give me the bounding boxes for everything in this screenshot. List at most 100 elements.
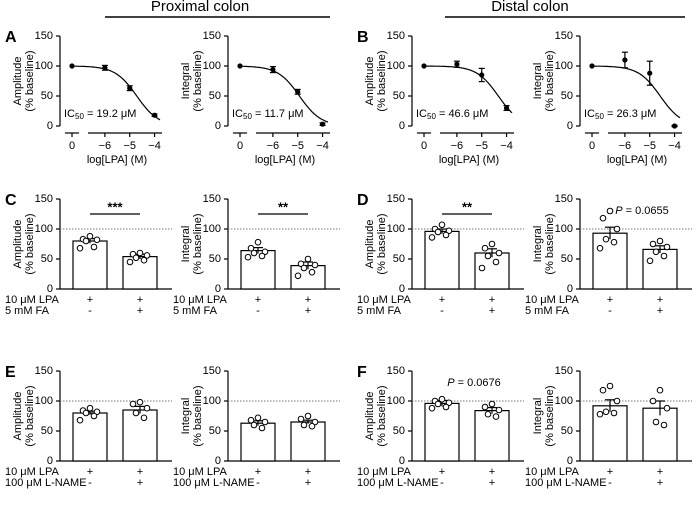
data-point [126, 258, 134, 266]
ic50-label: IC50 = 19.2 μM [64, 108, 136, 121]
data-point [319, 121, 326, 127]
data-point [484, 410, 492, 418]
data-point [602, 235, 610, 243]
condition-label: 100 μM L-NAME [5, 477, 87, 489]
data-point [300, 264, 308, 272]
condition-label: 10 μM LPA [173, 294, 227, 306]
y-tick-label: 0 [215, 120, 221, 132]
condition-label: 10 μM LPA [525, 294, 579, 306]
condition-sign: + [255, 466, 261, 478]
data-point [492, 258, 500, 266]
y-axis-label: Integral [532, 226, 544, 263]
p-symbol: P [447, 377, 455, 389]
y-tick-label: 150 [555, 30, 573, 42]
condition-sign: + [657, 466, 663, 478]
bar [290, 421, 326, 462]
bar [642, 407, 678, 462]
data-point [660, 252, 668, 260]
data-point [76, 244, 84, 252]
panel-letter: D [357, 192, 369, 209]
ic50-symbol: IC [232, 108, 243, 120]
condition-label: 10 μM LPA [5, 294, 59, 306]
data-point [596, 244, 604, 252]
data-point [140, 256, 148, 264]
y-tick-label: 50 [41, 425, 53, 437]
bar [474, 410, 510, 462]
condition-sign: + [607, 294, 613, 306]
y-tick-label: 150 [387, 365, 405, 377]
ic50-subscript: 50 [595, 112, 604, 121]
data-point [613, 397, 621, 405]
condition-label: 10 μM LPA [357, 294, 411, 306]
condition-label: 100 μM L-NAME [357, 477, 439, 489]
y-axis-label: Amplitude [12, 57, 24, 106]
y-tick-label: 0 [399, 120, 405, 132]
x-tick-label: −4 [148, 140, 161, 152]
y-tick-label: 100 [35, 223, 53, 235]
data-point [428, 234, 436, 241]
bar [642, 248, 678, 290]
condition-sign: - [88, 305, 92, 317]
x-tick-label: 0 [237, 140, 243, 152]
ic50-value: = 26.3 μM [604, 108, 657, 120]
data-point [438, 395, 446, 403]
data-point [610, 238, 618, 246]
y-axis-label: (% baseline) [192, 213, 204, 274]
condition-label: 5 mM FA [173, 305, 218, 317]
ic50-symbol: IC [416, 108, 427, 120]
data-point [649, 397, 657, 405]
ic50-value: = 11.7 μM [252, 108, 304, 120]
x-tick-label: −4 [316, 140, 329, 152]
condition-sign: + [255, 294, 261, 306]
header: Distal colon [491, 0, 569, 15]
condition-sign: + [137, 477, 143, 489]
y-tick-label: 100 [203, 395, 221, 407]
data-point [495, 406, 503, 414]
y-tick-label: 100 [555, 223, 573, 235]
y-axis-label: Integral [532, 398, 544, 435]
y-axis-label: (% baseline) [24, 213, 36, 274]
y-tick-label: 150 [203, 30, 221, 42]
data-point [308, 422, 316, 430]
data-point [308, 268, 316, 276]
y-tick-label: 50 [41, 90, 53, 102]
data-point [602, 408, 610, 416]
data-point [132, 409, 140, 417]
data-point [421, 63, 427, 69]
data-point [93, 236, 101, 244]
condition-sign: + [305, 294, 311, 306]
data-point [90, 243, 98, 251]
condition-sign: + [657, 294, 663, 306]
y-tick-label: 0 [567, 455, 573, 467]
panel-letter: C [5, 192, 17, 209]
y-axis-label: Integral [180, 398, 192, 435]
data-point [646, 257, 654, 265]
ic50-label: IC50 = 46.6 μM [416, 108, 488, 121]
condition-sign: + [607, 466, 613, 478]
x-axis-label: log[LPA] (M) [255, 154, 315, 166]
condition-sign: - [440, 477, 444, 489]
y-tick-label: 0 [399, 455, 405, 467]
x-tick-label: −4 [500, 140, 513, 152]
y-axis-label: (% baseline) [192, 385, 204, 446]
y-tick-label: 50 [393, 253, 405, 265]
data-point [481, 403, 489, 411]
ic50-subscript: 50 [243, 112, 252, 121]
condition-sign: + [305, 466, 311, 478]
data-point [76, 416, 84, 424]
data-point [140, 414, 148, 422]
data-point [478, 264, 486, 272]
condition-sign: - [608, 477, 612, 489]
condition-sign: + [489, 477, 495, 489]
data-point [237, 63, 243, 69]
y-tick-label: 150 [387, 30, 405, 42]
x-tick-label: −5 [123, 140, 136, 152]
data-point [596, 410, 604, 418]
condition-sign: + [657, 477, 663, 489]
y-axis-label: (% baseline) [544, 385, 556, 446]
y-tick-label: 100 [555, 60, 573, 72]
y-tick-label: 0 [567, 120, 573, 132]
x-tick-label: −6 [99, 140, 112, 152]
